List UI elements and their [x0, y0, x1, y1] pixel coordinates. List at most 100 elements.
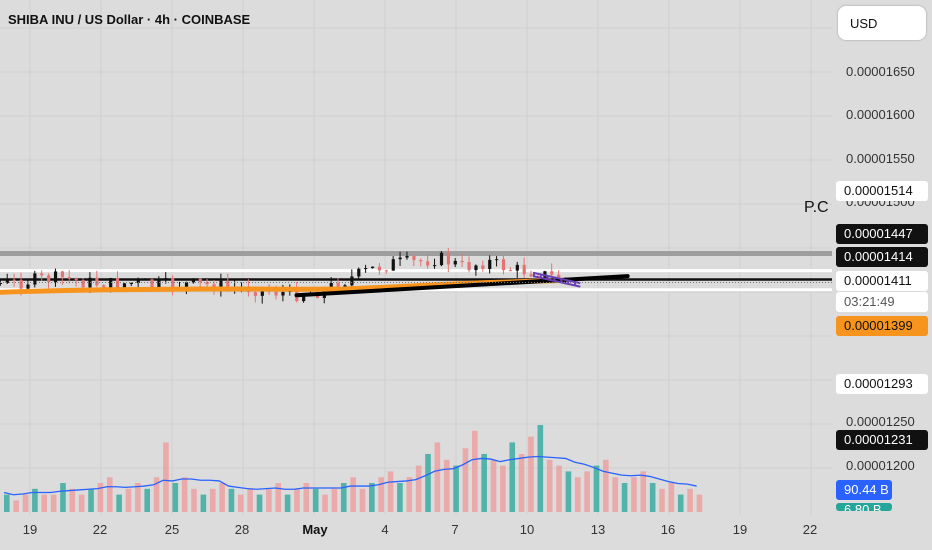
volume-bar	[537, 425, 544, 512]
time-axis-label: 10	[519, 522, 535, 537]
candle-body	[488, 259, 492, 269]
volume-bar	[69, 488, 76, 512]
candle-body	[53, 271, 58, 283]
level-low-tag: 0.00001231	[836, 430, 928, 450]
time-axis-label: 22	[802, 522, 818, 537]
candle-body	[426, 261, 430, 266]
countdown-tag: 03:21:49	[836, 292, 928, 312]
candle-body	[302, 296, 306, 302]
support-tag: 0.00001293	[836, 374, 928, 394]
candle-body	[226, 280, 230, 287]
candle-body	[433, 265, 437, 267]
level-mid-tag: 0.00001414	[836, 247, 928, 267]
volume-bar	[369, 483, 375, 512]
volume-bar	[406, 477, 413, 512]
volume-tag: 90.44 B	[836, 480, 892, 500]
volume-bar	[88, 488, 94, 512]
volume-bar	[13, 500, 19, 512]
candle-body	[495, 259, 499, 261]
candle-body	[171, 278, 175, 288]
candle-body	[33, 273, 37, 285]
volume-bar	[565, 471, 572, 512]
pc-annotation: P.C	[804, 199, 829, 216]
volume-ma-line	[3, 455, 697, 496]
candle-body	[336, 283, 340, 290]
price-axis-label: 0.00001250	[846, 414, 915, 429]
channel-line-upper	[532, 271, 581, 285]
volume-bar	[584, 471, 590, 512]
candle-body	[474, 265, 478, 271]
volume-bar	[640, 471, 647, 512]
volume-bar	[50, 494, 57, 512]
ma-value-tag: 0.00001399	[836, 316, 928, 336]
volume-bar	[322, 494, 328, 512]
candle-body	[446, 252, 451, 265]
volume-bar	[574, 477, 581, 512]
time-axis-label: 19	[22, 522, 38, 537]
candle-body	[508, 270, 513, 272]
volume-bar	[612, 477, 619, 512]
candle-body	[26, 284, 30, 289]
candle-body	[453, 260, 457, 265]
volume-bar	[303, 483, 310, 512]
candle-body	[377, 266, 382, 271]
last-price-tag: 0.00001411	[836, 271, 928, 291]
candle-body	[501, 259, 506, 271]
candle-body	[150, 279, 154, 287]
price-axis-label: 0.00001650	[846, 64, 915, 79]
candle-body	[40, 273, 44, 276]
volume-bar	[247, 488, 253, 512]
volume-bar	[677, 494, 684, 512]
volume-bar	[294, 488, 300, 512]
candle-body	[412, 255, 416, 261]
volume-bar	[696, 494, 703, 512]
volume-bar	[472, 430, 478, 512]
candle-body	[81, 280, 85, 288]
candle-body	[95, 277, 99, 286]
level-high-tag: 0.00001447	[836, 224, 928, 244]
volume-bar	[425, 454, 431, 512]
volume-bar	[144, 488, 151, 512]
volume-bar	[256, 494, 263, 512]
price-axis-label: 0.00001600	[846, 107, 915, 122]
candle-body	[391, 259, 395, 271]
time-axis-label: 7	[451, 522, 459, 537]
candle-body	[143, 279, 147, 281]
candle-body	[515, 264, 519, 271]
volume-bar	[528, 436, 534, 512]
candle-body	[74, 278, 78, 281]
volume-bar	[378, 477, 385, 512]
volume-bar	[228, 488, 235, 512]
volume-bar	[453, 465, 459, 512]
volume-bar	[397, 483, 403, 512]
volume-bar	[4, 494, 10, 512]
volume-bar	[340, 483, 347, 512]
volume-bar	[462, 448, 469, 512]
currency-button[interactable]: USD	[838, 6, 926, 40]
volume-bar	[172, 483, 179, 512]
candle-body	[219, 280, 223, 292]
symbol-title: SHIBA INU / US Dollar · 4h · COINBASE	[8, 12, 251, 27]
support-trendline	[294, 274, 630, 298]
candle-body	[157, 280, 161, 287]
time-axis-label: 4	[381, 522, 389, 537]
volume-bar	[490, 459, 497, 512]
volume-bar	[135, 483, 141, 512]
time-axis-label: 13	[590, 522, 606, 537]
volume-bar	[500, 465, 506, 512]
volume-bar	[509, 442, 516, 512]
channel-line-lower	[532, 275, 581, 288]
candle-body	[47, 275, 51, 283]
time-axis-label: May	[302, 522, 328, 537]
volume-bar	[153, 477, 160, 512]
candle-body	[129, 282, 133, 284]
candle-body	[191, 278, 195, 283]
price-axis-label: 0.00001200	[846, 458, 915, 473]
volume-bar	[593, 465, 600, 512]
candle-body	[281, 291, 285, 296]
candle-body	[419, 260, 423, 262]
candle-body	[460, 260, 464, 263]
candle-body	[481, 265, 485, 269]
candle-body	[67, 277, 71, 279]
